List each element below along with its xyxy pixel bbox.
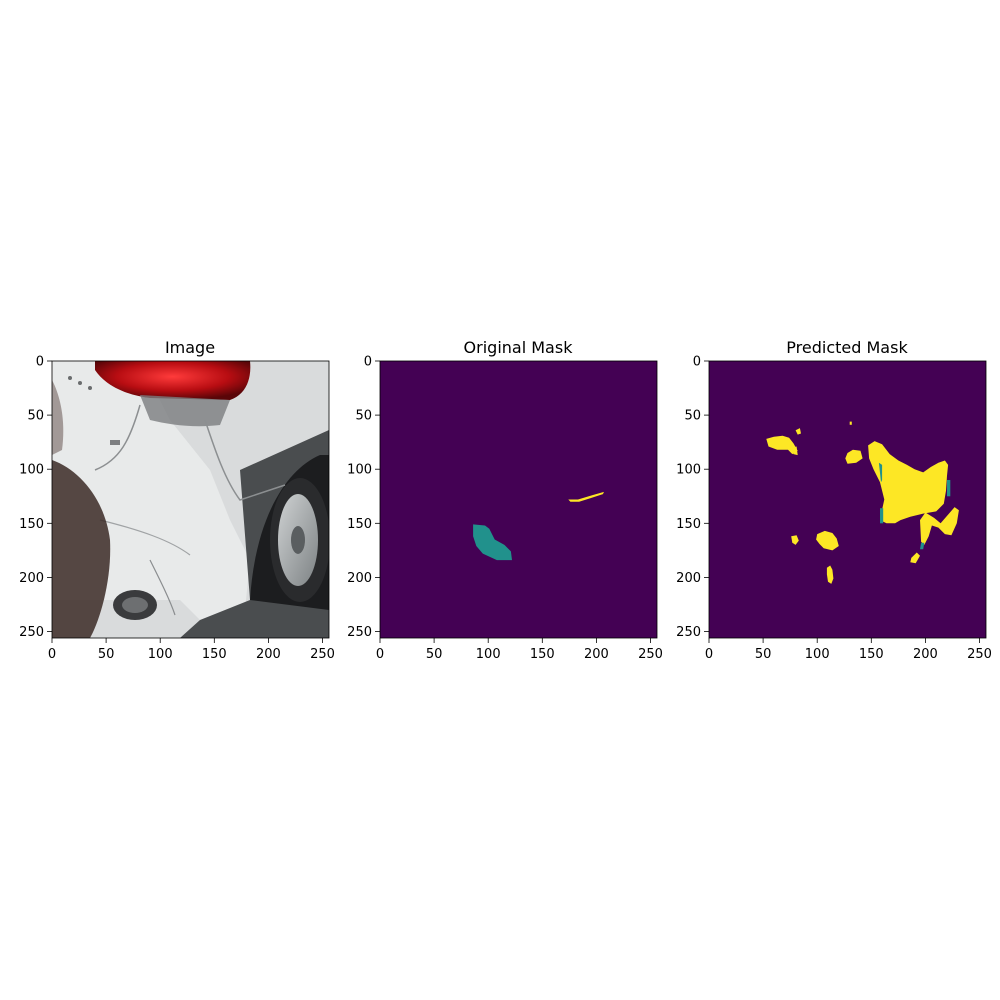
panel-title-predicted-mask: Predicted Mask <box>786 338 908 357</box>
y-tick-label: 0 <box>693 355 701 370</box>
mask-region-class-2 <box>568 491 604 502</box>
mask-region-class-2 <box>792 446 798 456</box>
x-tick-label: 250 <box>638 647 663 662</box>
y-tick-label: 100 <box>347 463 372 478</box>
mask-region-class-2 <box>845 449 863 464</box>
y-tick-label: 100 <box>19 463 44 478</box>
mask-region-class-1 <box>473 524 512 561</box>
y-tick-label: 250 <box>19 625 44 640</box>
x-tick-label: 0 <box>705 647 713 662</box>
x-tick-label: 150 <box>859 647 884 662</box>
x-tick-label: 100 <box>805 647 830 662</box>
y-tick-label: 50 <box>355 409 372 424</box>
predicted-mask-panel: Predicted Mask 0 50 100 150 200 250 0 50 100 150 2… <box>676 338 992 662</box>
x-tick-label: 50 <box>426 647 443 662</box>
panel-title-image: Image <box>165 338 215 357</box>
x-tick-label: 250 <box>967 647 992 662</box>
x-tick-label: 250 <box>310 647 335 662</box>
x-tick-label: 0 <box>48 647 56 662</box>
y-tick-label: 250 <box>347 625 372 640</box>
mask-region-class-2 <box>795 428 801 435</box>
x-tick-label: 150 <box>530 647 555 662</box>
x-tick-label: 50 <box>755 647 772 662</box>
y-tick-label: 150 <box>347 517 372 532</box>
mask-region-class-1 <box>947 480 951 497</box>
panel-title-original-mask: Original Mask <box>464 338 574 357</box>
mask-region-class-2 <box>849 421 852 425</box>
y-tick-label: 0 <box>36 355 44 370</box>
y-tick-label: 50 <box>27 409 44 424</box>
mask-region-class-2 <box>816 530 839 551</box>
mask-region-class-1 <box>878 462 883 483</box>
x-tick-label: 200 <box>256 647 281 662</box>
mask-region-class-2 <box>791 535 799 545</box>
x-tick-label: 50 <box>98 647 115 662</box>
mask-region-class-1 <box>920 542 925 550</box>
x-tick-label: 200 <box>584 647 609 662</box>
x-tick-label: 100 <box>476 647 501 662</box>
x-tick-label: 0 <box>376 647 384 662</box>
mask-region-class-2 <box>826 565 834 584</box>
y-tick-label: 150 <box>19 517 44 532</box>
y-tick-label: 250 <box>676 625 701 640</box>
y-tick-label: 200 <box>676 571 701 586</box>
mask-region-class-1 <box>880 508 884 524</box>
mask-region-class-2 <box>766 435 798 455</box>
mask-region-class-2 <box>920 507 959 545</box>
y-tick-label: 0 <box>364 355 372 370</box>
mask-region-class-2 <box>910 552 920 564</box>
y-tick-label: 50 <box>684 409 701 424</box>
x-tick-label: 100 <box>148 647 173 662</box>
x-tick-label: 150 <box>202 647 227 662</box>
y-tick-label: 200 <box>19 571 44 586</box>
x-tick-label: 200 <box>913 647 938 662</box>
y-tick-label: 200 <box>347 571 372 586</box>
mask-region-class-2 <box>868 441 949 524</box>
image-panel: Image <box>19 338 335 662</box>
y-tick-label: 150 <box>676 517 701 532</box>
car-photo <box>52 361 329 638</box>
original-mask-panel: Original Mask 0 50 100 150 200 250 0 50 100 150 20… <box>347 338 663 662</box>
mask-background <box>380 361 657 638</box>
y-tick-label: 100 <box>676 463 701 478</box>
